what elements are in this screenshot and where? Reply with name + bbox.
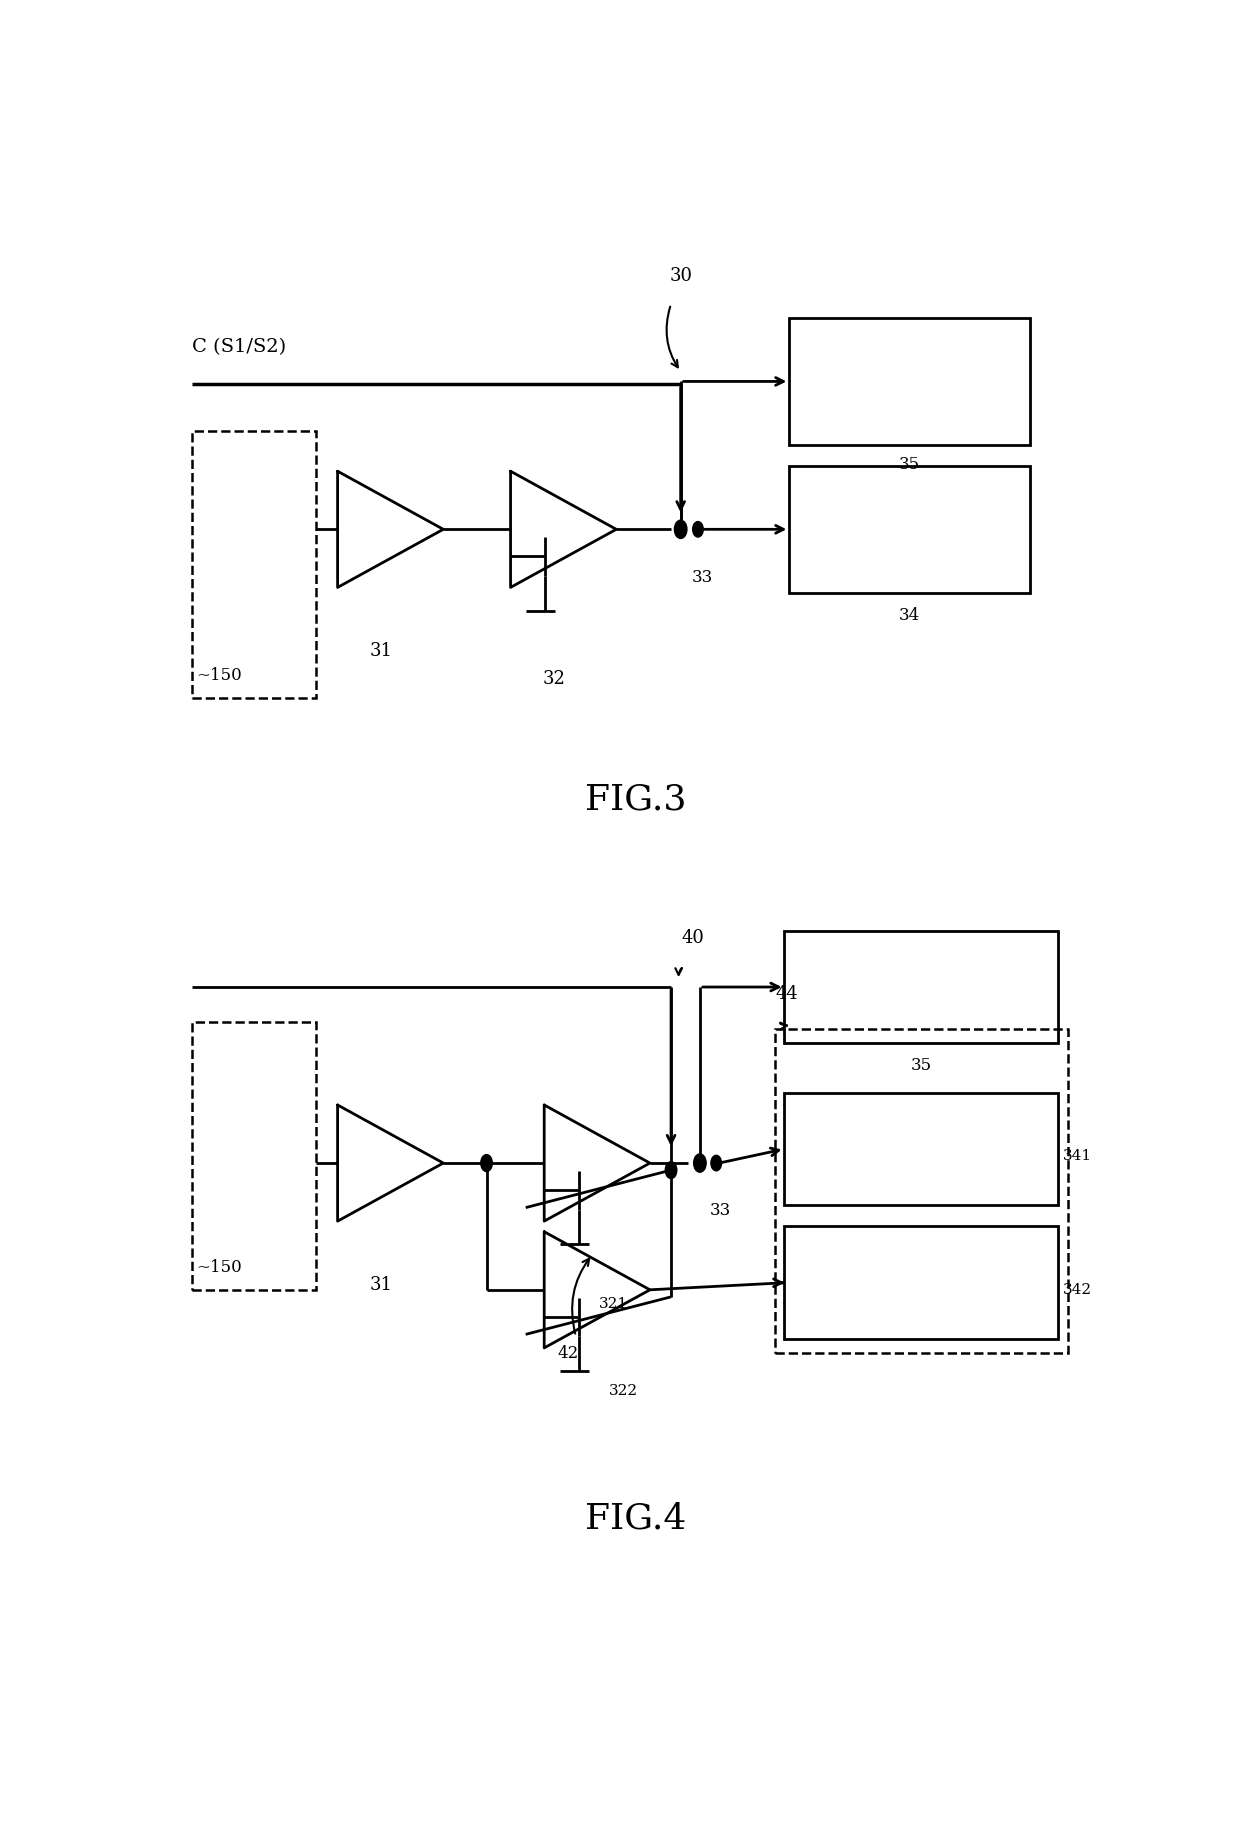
Bar — [789, 466, 1029, 593]
Circle shape — [666, 1161, 677, 1178]
Circle shape — [481, 1154, 492, 1172]
Text: C (S1/S2): C (S1/S2) — [191, 338, 285, 357]
Text: FIG.3: FIG.3 — [585, 783, 686, 818]
Bar — [191, 1022, 316, 1289]
Bar — [775, 1030, 1068, 1353]
Text: 34: 34 — [899, 607, 920, 624]
Text: 31: 31 — [370, 1277, 392, 1293]
Text: 42: 42 — [558, 1344, 579, 1361]
Circle shape — [693, 1154, 706, 1172]
Text: 322: 322 — [609, 1385, 637, 1397]
Text: 341: 341 — [1063, 1149, 1092, 1163]
Text: 35: 35 — [911, 1057, 932, 1074]
Text: 44: 44 — [776, 986, 799, 1002]
Bar — [789, 318, 1029, 444]
Text: ~150: ~150 — [196, 1258, 242, 1277]
Text: 30: 30 — [670, 267, 692, 285]
Bar — [785, 1227, 1058, 1339]
Bar — [785, 1092, 1058, 1205]
Text: 31: 31 — [370, 642, 392, 660]
Circle shape — [711, 1156, 722, 1171]
Text: 321: 321 — [599, 1297, 629, 1311]
Text: 32: 32 — [542, 669, 565, 688]
Text: 33: 33 — [692, 569, 713, 585]
Bar — [191, 432, 316, 699]
Text: 40: 40 — [682, 929, 704, 947]
Text: 33: 33 — [709, 1202, 730, 1220]
Text: FIG.4: FIG.4 — [585, 1502, 686, 1535]
Text: ~150: ~150 — [196, 668, 242, 684]
Circle shape — [693, 521, 703, 538]
Circle shape — [675, 519, 687, 538]
Bar — [785, 931, 1058, 1043]
Text: 342: 342 — [1063, 1282, 1092, 1297]
Text: 35: 35 — [899, 455, 920, 474]
